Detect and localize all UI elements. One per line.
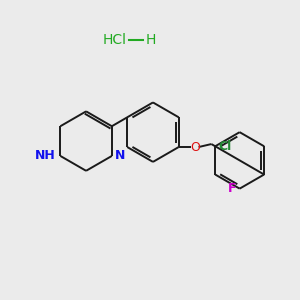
Text: N: N (116, 148, 126, 161)
Text: HCl: HCl (102, 33, 126, 47)
Text: Cl: Cl (218, 140, 231, 153)
Text: H: H (146, 33, 156, 47)
Text: O: O (190, 140, 200, 154)
Text: NH: NH (35, 149, 56, 162)
Text: F: F (228, 182, 237, 195)
